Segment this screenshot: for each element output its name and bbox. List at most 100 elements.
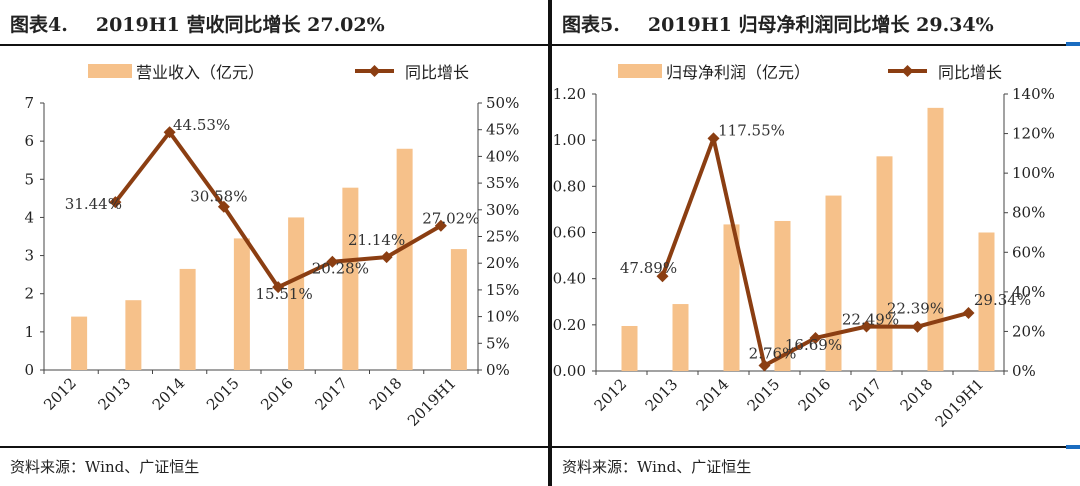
bar: [342, 187, 359, 370]
line-marker: [911, 320, 924, 333]
x-tick-label: 2015: [203, 374, 243, 414]
line-data-label: 47.89%: [620, 259, 677, 277]
bar: [288, 217, 305, 370]
line-data-label: 20.28%: [312, 260, 369, 278]
x-tick-label: 2019H1: [404, 374, 460, 430]
x-tick-label: 2017: [846, 375, 886, 415]
line-data-label: 117.55%: [718, 121, 785, 139]
left-tick-label: 2: [24, 285, 34, 303]
right-tick-label: 20%: [1012, 322, 1045, 340]
figure-number: 图表5.: [562, 14, 620, 36]
line-marker: [707, 132, 720, 145]
right-tick-label: 0%: [486, 361, 510, 379]
bar: [927, 107, 944, 371]
line-data-label: 22.39%: [887, 300, 944, 318]
line-marker: [217, 200, 230, 213]
legend-line-marker: [901, 65, 914, 77]
panel-divider: [548, 0, 552, 486]
right-tick-label: 40%: [486, 147, 519, 165]
line-data-label: 29.34%: [974, 291, 1031, 309]
left-tick-label: 0: [24, 361, 34, 379]
right-tick-label: 100%: [1012, 164, 1055, 182]
line-marker: [109, 196, 122, 209]
right-tick-label: 50%: [486, 94, 519, 112]
x-tick-label: 2016: [795, 375, 835, 415]
x-tick-label: 2019H1: [932, 375, 988, 431]
bar: [396, 148, 413, 370]
left-tick-label: 6: [24, 132, 34, 150]
x-tick-label: 2016: [257, 374, 297, 414]
x-tick-label: 2012: [591, 375, 631, 415]
line-data-label: 44.53%: [173, 116, 230, 134]
line-marker: [962, 306, 975, 319]
line-marker: [380, 251, 393, 264]
figure-number: 图表4.: [10, 14, 68, 36]
line-data-label: 31.44%: [65, 195, 122, 213]
left-tick-label: 4: [24, 208, 34, 226]
right-tick-label: 80%: [1012, 204, 1045, 222]
right-tick-label: 20%: [486, 254, 519, 272]
right-tick-label: 60%: [1012, 243, 1045, 261]
x-tick-label: 2015: [744, 375, 784, 415]
legend-bar-swatch: [618, 64, 662, 78]
line-data-label: 30.58%: [190, 188, 247, 206]
left-tick-label: 5: [24, 170, 34, 188]
right-tick-label: 5%: [486, 334, 510, 352]
growth-line: [113, 130, 442, 290]
line-marker: [163, 126, 176, 139]
left-tick-label: 1.00: [553, 131, 586, 149]
bar: [71, 316, 88, 370]
accent-mark: [1066, 42, 1080, 46]
legend-bar-swatch: [88, 64, 132, 78]
line-marker: [656, 270, 669, 283]
line-marker: [326, 255, 339, 268]
line-marker: [272, 281, 285, 294]
bar: [233, 238, 250, 370]
chart-panel-revenue: 图表4. 2019H1 营收同比增长 27.02% 营业收入（亿元） 同比增长 0 1 2…: [0, 10, 548, 476]
left-tick-label: 7: [24, 94, 34, 112]
line-data-label: 22.49%: [842, 311, 899, 329]
line-data-label: 2.76%: [749, 345, 797, 363]
panel-title: 图表5. 2019H1 归母净利润同比增长 29.34%: [562, 10, 994, 37]
source-note: 资料来源：Wind、广证恒生: [10, 458, 200, 476]
right-tick-label: 35%: [486, 174, 519, 192]
left-tick-label: 0.60: [553, 224, 586, 242]
left-tick-label: 1.20: [553, 85, 586, 103]
footer-rule: [0, 446, 548, 448]
panel-header: 图表5. 2019H1 归母净利润同比增长 29.34%: [552, 0, 1080, 46]
right-tick-label: 30%: [486, 201, 519, 219]
line-marker: [434, 219, 447, 232]
right-tick-label: 10%: [486, 308, 519, 326]
x-tick-label: 2018: [366, 374, 406, 414]
left-tick-label: 0.40: [553, 270, 586, 288]
x-tick-label: 2013: [94, 374, 134, 414]
bar: [978, 232, 995, 371]
panel-title: 图表4. 2019H1 营收同比增长 27.02%: [10, 10, 385, 37]
chart-panel-net-profit: 图表5. 2019H1 归母净利润同比增长 29.34% 归母净利润（亿元） 同比增…: [552, 0, 1080, 486]
left-tick-label: 0.80: [553, 177, 586, 195]
bar: [621, 325, 638, 371]
left-tick-label: 0.20: [553, 316, 586, 334]
accent-mark: [1066, 445, 1080, 449]
figure-title: 2019H1 营收同比增长 27.02%: [95, 14, 385, 36]
net-profit-chart: 归母净利润（亿元） 同比增长 0.00 0.20 0.40 0.60 0.80 1.00 1.2…: [553, 63, 1055, 431]
bar: [450, 249, 467, 370]
line-marker: [758, 359, 771, 372]
left-tick-label: 0.00: [553, 362, 586, 380]
x-tick-label: 2013: [642, 375, 682, 415]
left-tick-label: 3: [24, 247, 34, 265]
line-data-label: 21.14%: [348, 231, 405, 249]
x-tick-label: 2014: [693, 375, 733, 415]
line-data-label: 27.02%: [422, 210, 479, 228]
bar: [876, 156, 893, 371]
line-marker: [809, 331, 822, 344]
bar: [723, 224, 740, 371]
legend-line-marker: [368, 65, 381, 77]
bar: [825, 195, 842, 371]
legend-line-label: 同比增长: [405, 63, 469, 82]
figure-title: 2019H1 归母净利润同比增长 29.34%: [647, 14, 994, 36]
source-note: 资料来源：Wind、广证恒生: [562, 458, 752, 476]
legend-bar-label: 营业收入（亿元）: [136, 63, 264, 82]
bar: [179, 268, 196, 370]
bar: [125, 300, 142, 370]
